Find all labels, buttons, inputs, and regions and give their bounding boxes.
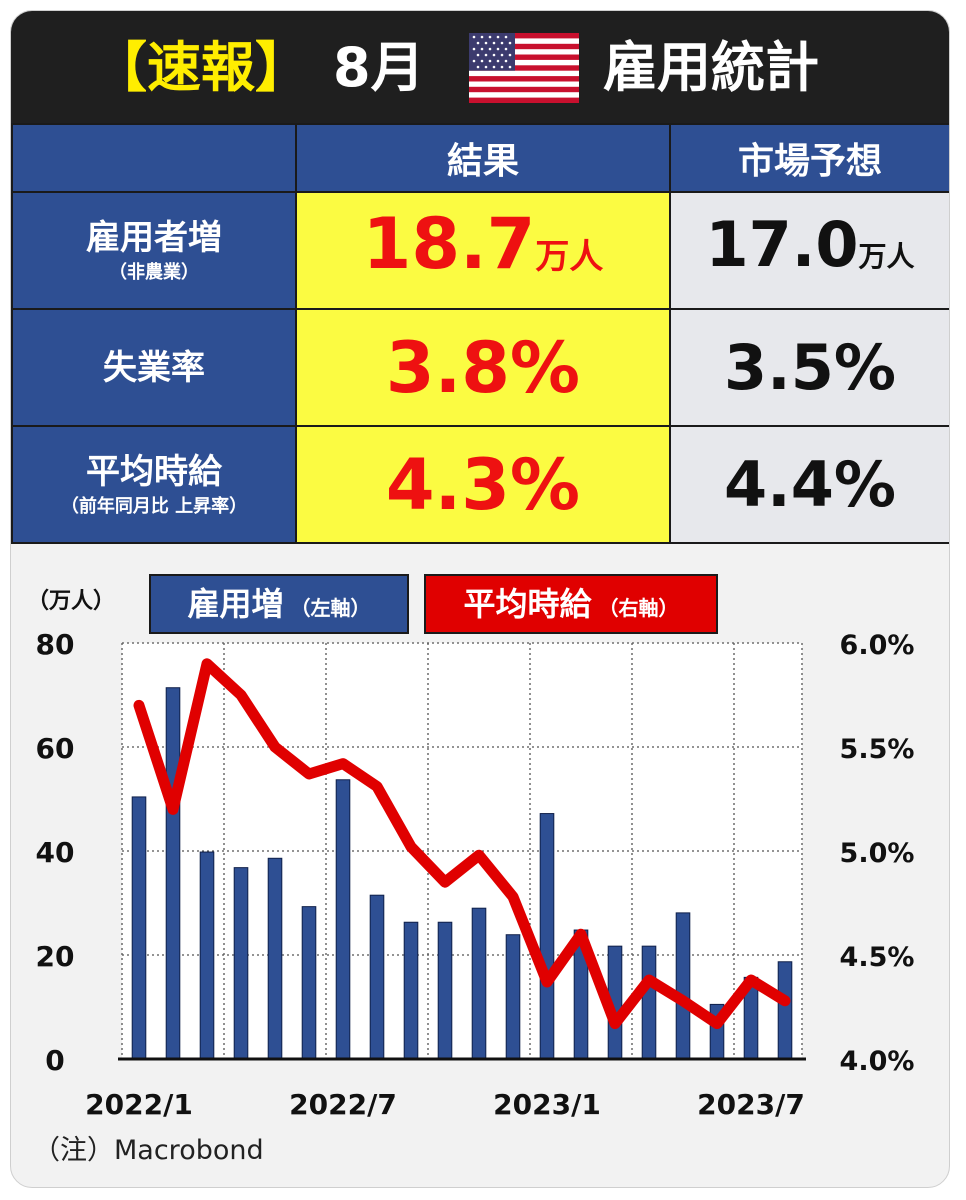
forecast-cell: 4.4%: [669, 425, 949, 544]
y-left-tick-label: 0: [45, 1044, 64, 1077]
bar-employment-17: [675, 912, 691, 1060]
employment-chart: 0 20 40 60 80 4.0% 4.5% 5.0% 5.5% 6.0% 2022/1 2022/…: [27, 574, 915, 1166]
forecast-cell: 3.5%: [669, 308, 949, 427]
legend-axis-note: （右軸）: [592, 596, 679, 620]
us-flag-icon: [469, 33, 579, 103]
x-tick-label: 2022/1: [85, 1088, 193, 1121]
forecast-value: 4.4%: [724, 447, 896, 521]
forecast-unit: 万人: [858, 239, 915, 273]
bar-employment-7: [335, 779, 351, 1060]
bar-employment-9: [403, 921, 419, 1060]
row-label: 失業率: [103, 347, 205, 388]
result-value: 4.3%: [385, 443, 581, 526]
legend-series-name: 平均時給: [464, 585, 593, 623]
legend-item-employment: [149, 574, 409, 634]
y-right-tick-label: 6.0%: [840, 630, 915, 661]
source-note: （注）Macrobond: [33, 1135, 264, 1166]
y-right-tick-label: 5.5%: [840, 734, 915, 765]
row-label: 雇用者増: [86, 217, 222, 258]
bar-employment-1: [131, 796, 147, 1060]
forecast-column-header: 市場予想: [669, 123, 949, 193]
bar-employment-10: [437, 921, 453, 1060]
legend-axis-note: （左軸）: [284, 596, 371, 620]
result-cell: 3.8%: [295, 308, 671, 427]
row-sublabel: （非農業）: [109, 261, 199, 283]
y-right-tick-label: 4.0%: [840, 1046, 915, 1077]
y-left-tick-label: 20: [36, 940, 75, 973]
bar-employment-6: [301, 906, 317, 1060]
x-tick-label: 2023/7: [697, 1088, 805, 1121]
row-label-cell: 雇用者増 （非農業）: [11, 191, 297, 310]
forecast-value: 17.0: [705, 207, 859, 281]
table-row: 失業率 3.8% 3.5%: [11, 308, 949, 427]
table-header-row: 結果 市場予想: [11, 123, 949, 193]
summary-table: 結果 市場予想 雇用者増 （非農業） 18.7万人 17.0万人 失業率 3.8…: [11, 123, 949, 544]
line-average-hourly-earnings: [133, 658, 791, 1030]
result-value: 18.7: [362, 203, 536, 285]
legend-series-name: 雇用増: [188, 585, 284, 623]
row-label: 平均時給: [86, 451, 222, 492]
result-cell: 4.3%: [295, 425, 671, 544]
result-unit: 万人: [535, 237, 604, 277]
legend-label: 平均時給 （右軸）: [464, 585, 679, 623]
bar-employment-5: [267, 857, 283, 1060]
legend-item-hourly-earnings: [424, 574, 718, 634]
breaking-news-label: 【速報】: [93, 36, 309, 99]
result-value: 3.8%: [385, 326, 581, 409]
row-sublabel: （前年同月比 上昇率）: [60, 495, 248, 517]
bar-employment-20: [777, 961, 793, 1060]
forecast-cell: 17.0万人: [669, 191, 949, 310]
header-banner: 【速報】 8月 雇用統計: [11, 11, 949, 123]
y-right-tick-label: 4.5%: [840, 942, 915, 973]
row-label-cell: 平均時給 （前年同月比 上昇率）: [11, 425, 297, 544]
result-column-header: 結果: [295, 123, 671, 193]
x-tick-label: 2022/7: [289, 1088, 397, 1121]
y-left-tick-label: 40: [36, 836, 75, 869]
bar-employment-16: [641, 945, 657, 1060]
bar-employment-2: [165, 687, 181, 1060]
bar-employment-8: [369, 894, 385, 1060]
month-label: 8月: [333, 36, 425, 99]
x-tick-label: 2023/1: [493, 1088, 601, 1121]
report-card: 【速報】 8月 雇用統計: [10, 10, 950, 1188]
y-left-tick-label: 80: [36, 628, 75, 661]
result-cell: 18.7万人: [295, 191, 671, 310]
y-right-tick-label: 5.0%: [840, 838, 915, 869]
page-title: 雇用統計: [603, 36, 819, 99]
bar-employment-11: [471, 907, 487, 1060]
y-left-unit-label: （万人）: [27, 589, 115, 614]
bar-employment-13: [539, 813, 555, 1060]
header-empty-cell: [11, 123, 297, 193]
forecast-value: 3.5%: [724, 330, 896, 404]
bar-employment-3: [199, 851, 215, 1060]
bar-employment-12: [505, 934, 521, 1060]
row-label-cell: 失業率: [11, 308, 297, 427]
table-row: 雇用者増 （非農業） 18.7万人 17.0万人: [11, 191, 949, 310]
legend-label: 雇用増 （左軸）: [188, 585, 371, 623]
table-row: 平均時給 （前年同月比 上昇率） 4.3% 4.4%: [11, 425, 949, 544]
bar-employment-4: [233, 867, 249, 1060]
y-left-tick-label: 60: [36, 732, 75, 765]
